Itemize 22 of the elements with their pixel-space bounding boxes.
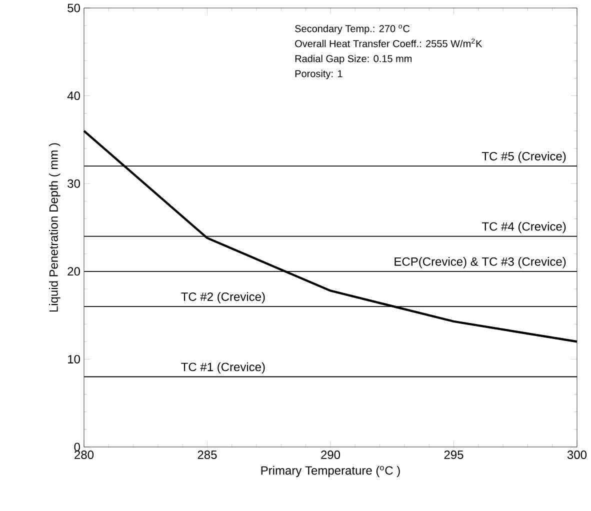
x-tick-label: 300 [567,450,587,460]
y-tick-label: 0 [74,442,80,452]
annotation: Secondary Temp.: 270 $^{o}$C [295,24,410,34]
y-tick-label: 20 [68,267,80,276]
y-axis-title: Liquid Penetration Depth ( mm ) [49,143,60,312]
annotation: Radial Gap Size: 0.15 mm [295,54,412,64]
ref-line-label: TC #1 (Crevice) [181,362,265,374]
x-tick-label: 285 [198,450,217,460]
x-tick-label: 295 [444,450,464,460]
annotation: Overall Heat Transfer Coeff.: 2555 W/m$^{2}$K [295,38,482,48]
annotation: Porosity: 1 [295,70,342,80]
x-tick-label: 280 [74,450,94,460]
ref-line-label: TC #5 (Crevice) [482,152,566,163]
ref-line-label: TC #2 (Crevice) [181,292,265,304]
y-tick-label: 50 [68,4,80,12]
y-tick-label: 40 [67,92,80,100]
ref-line-label: ECP(Crevice) & TC #3 (Crevice) [394,257,566,268]
x-axis-title: Primary Temperature ($^{o}$C ) [261,466,400,478]
y-tick-label: 10 [68,354,80,364]
x-tick-label: 290 [321,450,340,460]
y-tick-label: 30 [68,179,80,188]
ref-line-label: TC #4 (Crevice) [482,222,566,234]
